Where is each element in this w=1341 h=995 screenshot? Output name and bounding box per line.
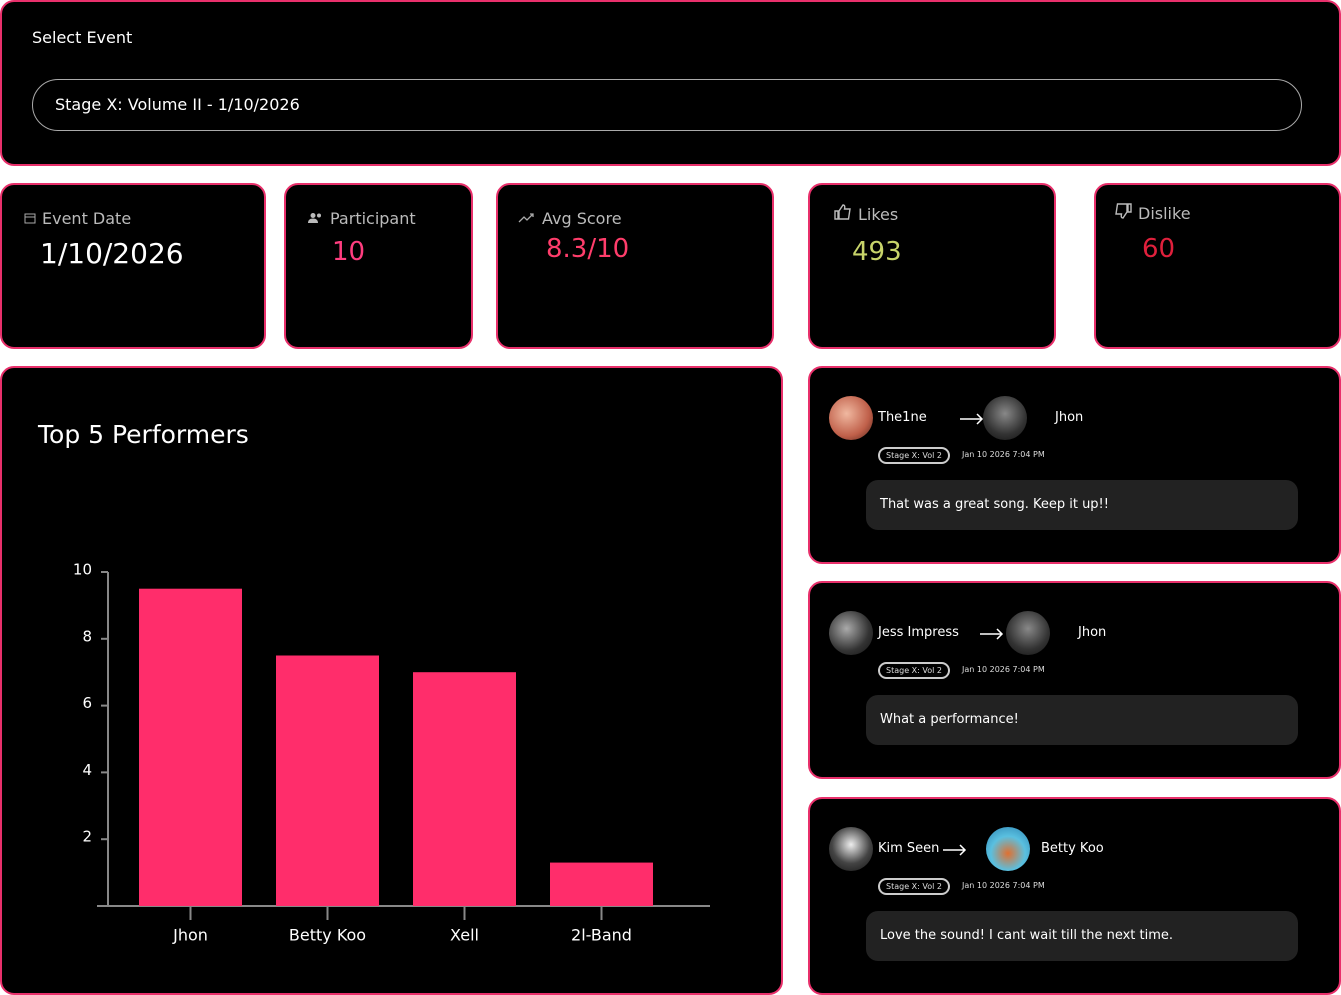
stat-value: 1/10/2026	[40, 237, 184, 270]
stat-icon	[518, 209, 536, 228]
y-tick-label: 4	[82, 761, 92, 779]
x-tick-label: 2l-Band	[571, 926, 632, 945]
from-name: Kim Seen	[878, 841, 940, 856]
stat-card: Dislike 60	[1094, 183, 1341, 349]
from-name: The1ne	[878, 410, 927, 425]
to-name: Jhon	[1055, 410, 1084, 425]
comment-text: Love the sound! I cant wait till the nex…	[866, 911, 1298, 961]
comment-card: Kim Seen Betty Koo Stage X: Vol 2 Jan 10 20…	[808, 797, 1341, 995]
avatar	[829, 827, 873, 871]
comment-card: The1ne Jhon Stage X: Vol 2 Jan 10 2026 7:04…	[808, 366, 1341, 564]
event-selector-card: Select Event Stage X: Volume II - 1/10/2…	[0, 0, 1341, 166]
event-tag: Stage X: Vol 2	[878, 878, 950, 895]
bar	[413, 672, 516, 906]
from-name: Jess Impress	[878, 625, 959, 640]
bar	[139, 588, 242, 906]
y-tick-label: 8	[82, 627, 92, 645]
y-tick-label: 6	[82, 694, 92, 712]
stat-label-text: Avg Score	[542, 209, 622, 228]
avatar	[829, 611, 873, 655]
avatar	[983, 396, 1027, 440]
stat-label-text: Dislike	[1138, 203, 1191, 223]
stat-card: Avg Score 8.3/10	[496, 183, 774, 349]
avatar	[1006, 611, 1050, 655]
stat-icon	[834, 204, 852, 224]
chart: Top 5 Performers 2 4 6 8 10 Jhon Betty Koo Xell…	[37, 420, 710, 945]
stat-card: Likes 493	[808, 183, 1056, 349]
select-label: Select Event	[32, 28, 133, 47]
stat-card: Participant 10	[284, 183, 473, 349]
stat-label-text: Participant	[330, 209, 416, 228]
stat-icon	[1114, 203, 1132, 223]
event-dropdown[interactable]: Stage X: Volume II - 1/10/2026	[32, 79, 1302, 131]
stat-icon	[24, 209, 36, 228]
to-name: Betty Koo	[1041, 841, 1104, 856]
stat-label: Dislike	[1114, 203, 1191, 223]
chart-title: Top 5 Performers	[37, 420, 249, 449]
stat-label: Event Date	[24, 209, 131, 228]
avatar	[829, 396, 873, 440]
x-tick-label: Jhon	[172, 926, 208, 945]
comment-time: Jan 10 2026 7:04 PM	[962, 450, 1045, 459]
comment-time: Jan 10 2026 7:04 PM	[962, 881, 1045, 890]
y-tick-label: 2	[82, 828, 92, 846]
comment-time: Jan 10 2026 7:04 PM	[962, 665, 1045, 674]
chart-card: Top 5 Performers 2 4 6 8 10 Jhon Betty Koo Xell…	[0, 366, 783, 995]
bar	[550, 862, 653, 906]
stat-label: Participant	[308, 209, 416, 228]
stat-icon	[308, 209, 324, 228]
stat-label-text: Likes	[858, 204, 899, 224]
stat-value: 60	[1142, 234, 1176, 264]
to-name: Jhon	[1078, 625, 1107, 640]
stat-label-text: Event Date	[42, 209, 132, 228]
bar	[276, 655, 379, 906]
comment-text: That was a great song. Keep it up!!	[866, 480, 1298, 530]
event-tag: Stage X: Vol 2	[878, 662, 950, 679]
stat-value: 10	[332, 237, 366, 267]
stat-card: Event Date 1/10/2026	[0, 183, 266, 349]
stat-value: 8.3/10	[546, 234, 630, 264]
event-tag: Stage X: Vol 2	[878, 447, 950, 464]
avatar	[986, 827, 1030, 871]
comment-card: Jess Impress Jhon Stage X: Vol 2 Jan 10 202…	[808, 581, 1341, 779]
x-tick-label: Xell	[450, 926, 479, 945]
x-tick-label: Betty Koo	[289, 926, 366, 945]
stat-value: 493	[852, 237, 902, 267]
arrow	[980, 625, 1004, 644]
comment-text: What a performance!	[866, 695, 1298, 745]
stat-label: Avg Score	[518, 209, 622, 228]
stat-label: Likes	[834, 204, 898, 224]
arrow	[943, 841, 967, 860]
arrow	[960, 410, 984, 429]
y-tick-label: 10	[73, 561, 92, 579]
